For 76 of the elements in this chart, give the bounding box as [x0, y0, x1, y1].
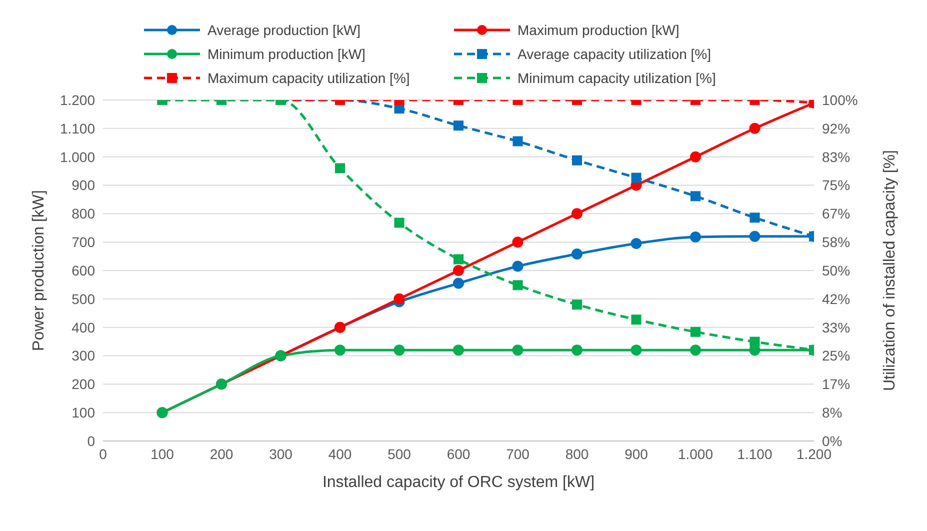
- point: [394, 293, 405, 304]
- point: [453, 278, 464, 289]
- x-tick-label: 400: [328, 446, 352, 462]
- point: [512, 344, 524, 356]
- y2-tick-label: 33%: [822, 319, 850, 336]
- point: [630, 344, 642, 356]
- point: [394, 344, 405, 356]
- y-tick-label: 800: [72, 206, 96, 222]
- y-tick-label: 100: [72, 404, 96, 421]
- point: [572, 344, 582, 356]
- y2-tick-label: 25%: [822, 348, 850, 364]
- point: [453, 265, 464, 276]
- point: [690, 344, 701, 356]
- y-tick-label: 0: [87, 432, 96, 449]
- point: [453, 344, 464, 356]
- y-tick-label: 1.000: [60, 148, 96, 165]
- point: [512, 280, 523, 290]
- y-tick-label: 200: [72, 376, 96, 392]
- y-tick-label: 1.200: [60, 92, 96, 108]
- y-tick-label: 400: [72, 319, 96, 336]
- legend-label: Average production [kW]: [208, 22, 361, 38]
- x-tick-label: 300: [269, 446, 293, 462]
- point: [630, 238, 642, 250]
- y-tick-label: 500: [72, 290, 96, 307]
- point: [690, 151, 701, 162]
- point: [335, 163, 345, 174]
- y2-axis-title: Utilization of installed capacity [%]: [882, 150, 899, 391]
- point: [690, 231, 701, 242]
- point: [572, 300, 582, 310]
- point: [512, 236, 524, 248]
- y2-tick-label: 50%: [822, 262, 850, 278]
- y-tick-label: 600: [72, 262, 96, 278]
- y2-tick-label: 83%: [822, 148, 850, 165]
- point: [750, 336, 760, 347]
- y2-tick-label: 67%: [822, 206, 850, 222]
- x-tick-label: 100: [150, 446, 174, 462]
- point: [749, 230, 760, 242]
- y2-tick-label: 92%: [822, 120, 850, 136]
- point: [749, 122, 760, 134]
- y2-tick-label: 17%: [822, 376, 850, 392]
- y2-tick-label: 58%: [822, 234, 850, 250]
- point: [572, 208, 582, 220]
- y2-tick-label: 8%: [822, 404, 842, 421]
- x-tick-label: 900: [624, 446, 648, 462]
- point: [631, 172, 642, 183]
- x-tick-label: 1.000: [678, 446, 714, 462]
- y-tick-label: 900: [72, 177, 96, 194]
- point: [394, 218, 404, 228]
- x-tick-label: 600: [446, 446, 470, 462]
- point: [750, 212, 760, 223]
- point: [334, 344, 346, 356]
- legend-label: Minimum production [kW]: [208, 46, 366, 62]
- x-tick-label: 500: [388, 446, 412, 462]
- x-axis-title: Installed capacity of ORC system [kW]: [322, 474, 595, 491]
- point: [454, 254, 464, 264]
- legend-label: Average capacity utilization [%]: [518, 46, 712, 62]
- y-tick-label: 300: [72, 348, 96, 364]
- y2-tick-label: 75%: [822, 177, 850, 194]
- point: [572, 248, 582, 260]
- y2-tick-label: 100%: [822, 92, 858, 108]
- x-tick-label: 200: [210, 446, 234, 462]
- x-tick-label: 800: [565, 446, 589, 462]
- x-tick-label: 1.100: [737, 446, 772, 462]
- legend-label: Minimum capacity utilization [%]: [518, 70, 716, 86]
- y2-tick-label: 42%: [822, 290, 850, 307]
- point: [690, 326, 700, 337]
- legend-label: Maximum production [kW]: [518, 22, 680, 38]
- x-tick-label: 0: [99, 446, 108, 462]
- point: [512, 260, 524, 272]
- x-tick-label: 700: [506, 446, 530, 462]
- y-tick-label: 700: [72, 234, 96, 250]
- legend-label: Maximum capacity utilization [%]: [208, 70, 410, 86]
- point: [631, 314, 642, 325]
- y-axis-title: Power production [kW]: [30, 190, 48, 351]
- y-tick-label: 1.100: [60, 120, 96, 136]
- point: [690, 191, 700, 202]
